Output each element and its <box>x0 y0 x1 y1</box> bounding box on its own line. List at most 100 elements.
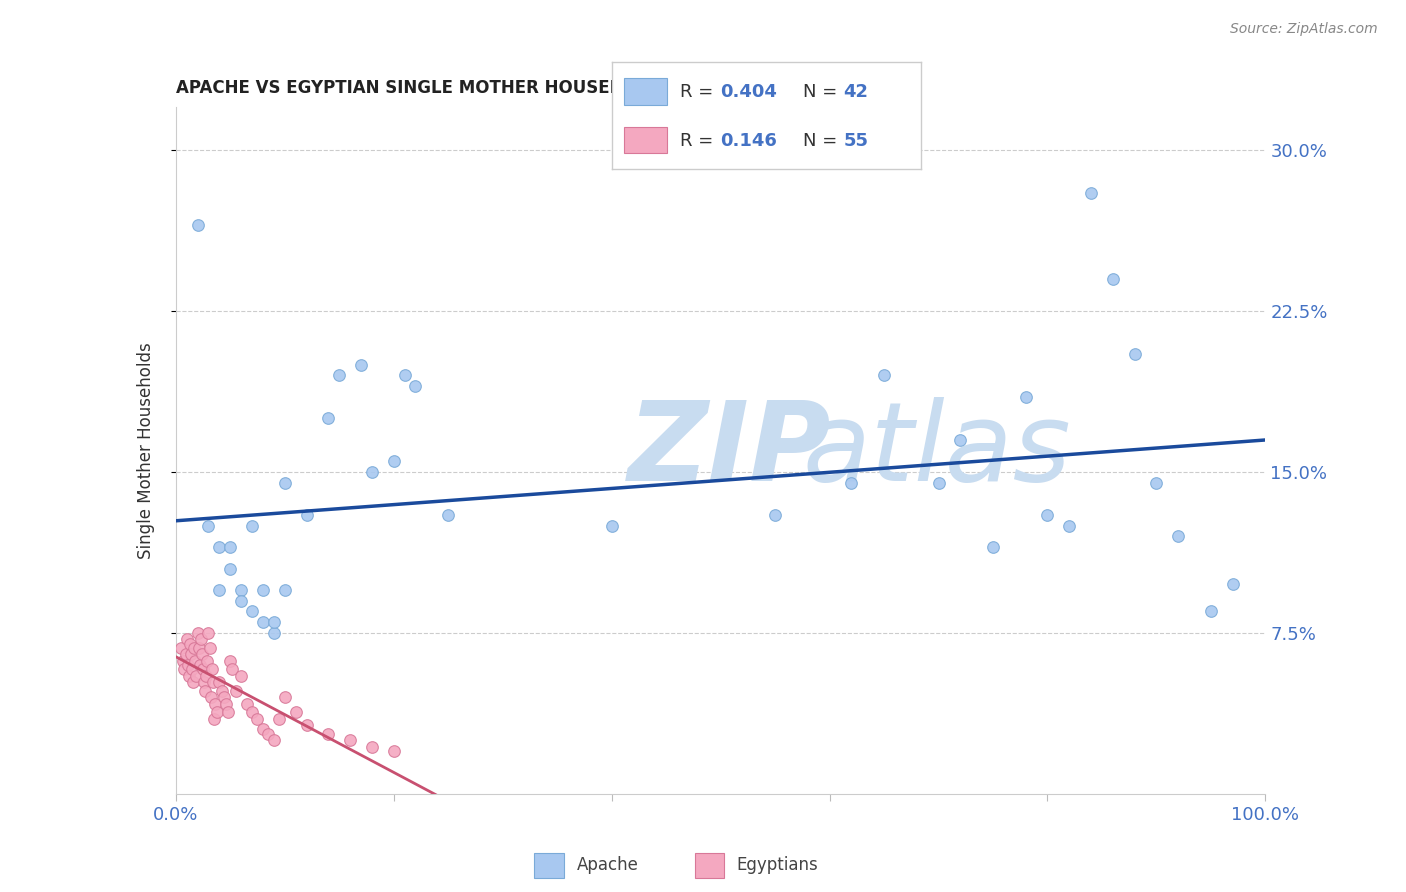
Point <box>211 683 233 698</box>
Point <box>1080 186 1102 200</box>
Point <box>177 669 200 683</box>
Text: APACHE VS EGYPTIAN SINGLE MOTHER HOUSEHOLDS CORRELATION CHART: APACHE VS EGYPTIAN SINGLE MOTHER HOUSEHO… <box>176 79 879 97</box>
Point <box>274 582 297 597</box>
Point <box>295 718 318 732</box>
Point <box>231 669 253 683</box>
Point <box>274 475 297 490</box>
Point <box>181 662 204 676</box>
Point <box>1102 271 1125 285</box>
Point <box>212 690 235 705</box>
Text: 0.404: 0.404 <box>720 84 776 102</box>
Point <box>263 733 285 747</box>
Point <box>339 733 361 747</box>
Point <box>188 658 211 673</box>
Point <box>382 744 405 758</box>
Point <box>195 669 218 683</box>
Point <box>1015 390 1038 404</box>
Point <box>252 582 274 597</box>
Point <box>263 615 285 630</box>
Text: 55: 55 <box>844 132 869 150</box>
Point <box>186 218 209 232</box>
Point <box>191 648 214 662</box>
Y-axis label: Single Mother Households: Single Mother Households <box>136 343 155 558</box>
Point <box>219 654 242 668</box>
Point <box>205 706 228 720</box>
Point <box>328 368 350 383</box>
Point <box>394 368 416 383</box>
Text: Egyptians: Egyptians <box>737 856 818 874</box>
Text: Apache: Apache <box>576 856 638 874</box>
Point <box>187 640 209 655</box>
Point <box>382 454 405 468</box>
Point <box>180 648 202 662</box>
Point <box>1144 475 1167 490</box>
Point <box>405 379 427 393</box>
Point <box>221 662 243 676</box>
Text: 42: 42 <box>844 84 869 102</box>
Point <box>949 433 972 447</box>
Point <box>269 712 291 726</box>
Point <box>318 727 340 741</box>
Point <box>928 475 950 490</box>
Point <box>841 475 863 490</box>
Point <box>176 632 198 647</box>
Point <box>204 697 226 711</box>
Point <box>763 508 786 522</box>
Point <box>200 690 222 705</box>
Point <box>252 723 274 737</box>
Point <box>219 561 242 575</box>
Bar <box>624 127 668 153</box>
Point <box>263 626 285 640</box>
Point <box>217 706 239 720</box>
Point <box>295 508 318 522</box>
Text: ZIP: ZIP <box>628 397 831 504</box>
Point <box>186 626 209 640</box>
Point <box>195 654 218 668</box>
Point <box>173 662 195 676</box>
Point <box>186 669 208 683</box>
Point <box>201 662 224 676</box>
Point <box>1167 529 1189 543</box>
Point <box>193 675 215 690</box>
Point <box>215 697 238 711</box>
Text: N =: N = <box>803 84 844 102</box>
Point <box>183 640 205 655</box>
Point <box>240 518 263 533</box>
Text: N =: N = <box>803 132 844 150</box>
Point <box>600 518 623 533</box>
Point <box>360 465 382 479</box>
Point <box>201 675 224 690</box>
Bar <box>695 853 724 878</box>
Point <box>194 683 217 698</box>
Bar <box>624 78 668 105</box>
Point <box>246 712 269 726</box>
Point <box>318 411 340 425</box>
Point <box>240 706 263 720</box>
Point <box>179 637 201 651</box>
Point <box>1036 508 1059 522</box>
Point <box>208 582 231 597</box>
Bar <box>534 853 564 878</box>
Point <box>235 697 257 711</box>
Point <box>240 604 263 618</box>
Point <box>231 593 253 607</box>
Point <box>873 368 896 383</box>
Text: atlas: atlas <box>803 397 1071 504</box>
Text: Source: ZipAtlas.com: Source: ZipAtlas.com <box>1230 22 1378 37</box>
Point <box>1199 604 1222 618</box>
Text: 0.146: 0.146 <box>720 132 776 150</box>
Point <box>172 654 194 668</box>
Point <box>177 658 200 673</box>
Point <box>350 358 373 372</box>
Point <box>184 654 207 668</box>
Point <box>1123 347 1146 361</box>
Point <box>208 675 231 690</box>
Point <box>191 662 214 676</box>
Point <box>225 683 247 698</box>
Point <box>284 706 307 720</box>
Point <box>202 712 225 726</box>
Point <box>257 727 280 741</box>
Point <box>981 540 1004 554</box>
Text: R =: R = <box>679 84 718 102</box>
Point <box>198 640 221 655</box>
